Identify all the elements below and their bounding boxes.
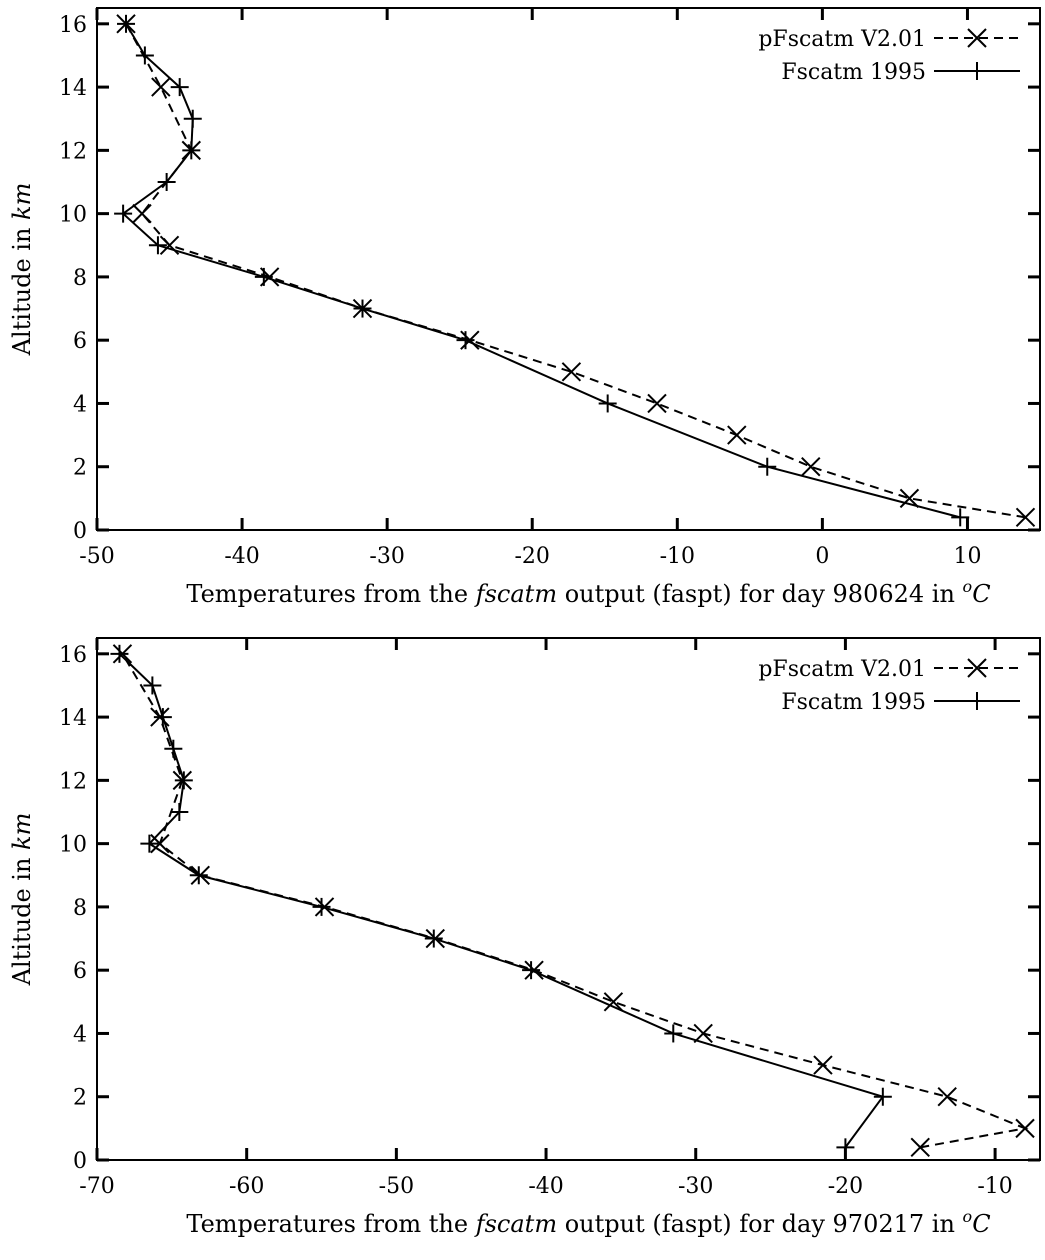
chart0-series-pfscatm-line [125, 23, 1026, 519]
chart0-ytick-label: 0 [73, 519, 87, 544]
chart0-fscatm-point [758, 457, 777, 476]
chart1-xtick-label: -30 [678, 1174, 713, 1199]
chart1-ytick-label: 4 [73, 1022, 87, 1047]
chart1-legend-label: pFscatm V2.01 [758, 657, 926, 682]
chart0-fscatm-point [148, 236, 167, 255]
chart1-fscatm-point [164, 739, 183, 758]
chart0-fscatm-point [157, 173, 176, 191]
chart0-pfscatm-point [801, 457, 821, 477]
chart1-pfscatm-point [813, 1055, 833, 1075]
chart0-ytick-label: 2 [73, 456, 87, 481]
chart0-fscatm-point [114, 204, 133, 223]
chart1-fscatm-point [424, 929, 443, 948]
chart0-legend-label: Fscatm 1995 [781, 60, 926, 85]
chart1-fscatm-point [312, 897, 331, 916]
chart1-ytick-label: 2 [73, 1086, 87, 1111]
chart1-ytick-label: 6 [73, 959, 87, 984]
chart0-xaxis-label: Temperatures from the fscatm output (fas… [186, 577, 990, 608]
chart0-pfscatm-point [1015, 507, 1036, 528]
chart0-legend-label: pFscatm V2.01 [758, 27, 926, 52]
chart0-xtick-label: -40 [224, 544, 259, 569]
chart1-ytick-label: 12 [59, 769, 87, 794]
chart0-fscatm-point [598, 394, 617, 413]
chart0-ytick-label: 12 [59, 139, 87, 164]
chart0-ytick-label: 14 [59, 76, 87, 101]
chart1-ytick-label: 8 [73, 896, 87, 921]
chart0-ytick-label: 8 [73, 266, 87, 291]
chart0-fscatm-point [117, 14, 136, 33]
chart1-xtick-label: -60 [229, 1174, 264, 1199]
chart1-pfscatm-point [937, 1087, 957, 1107]
chart1-legend-marker [968, 692, 986, 710]
chart0-fscatm-point [170, 78, 189, 97]
chart0-pfscatm-point [132, 203, 152, 224]
chart0-yaxis-label: Altitude in km [8, 183, 36, 357]
chart1-series-fscatm-line [118, 653, 885, 1148]
chart0-series-fscatm-line [121, 23, 961, 519]
chart1-fscatm-point [836, 1138, 855, 1157]
chart1-legend-label: Fscatm 1995 [781, 690, 926, 715]
chart0-pfscatm-point [151, 77, 171, 97]
chart1-pfscatm-point [910, 1137, 930, 1158]
chart1-pfscatm-point [1015, 1118, 1035, 1139]
chart1-fscatm-point [143, 676, 162, 695]
chart1-ytick-label: 16 [59, 643, 87, 668]
chart1-ytick-label: 14 [59, 706, 87, 731]
chart0-fscatm-point [183, 109, 202, 128]
chart1-ytick-label: 10 [59, 833, 87, 858]
chart0-ytick-label: 10 [59, 203, 87, 228]
chart0-ytick-label: 16 [59, 13, 87, 38]
chart-970217: 0 2 4 6 8 10 12 14 16 -70 -60 -50 -40 -30 -20 -10 Temper… [8, 637, 1041, 1238]
chart1-xtick-label: -10 [977, 1174, 1012, 1199]
chart-980624: 0 2 4 6 8 10 12 14 16 -50 -40 -30 -20 -10 0 10 Temperatu… [8, 7, 1041, 608]
chart1-yaxis-label: Altitude in km [8, 813, 36, 987]
chart1-fscatm-point [153, 708, 172, 727]
chart0-xtick-label: -10 [660, 544, 695, 569]
chart0-legend-marker [967, 28, 987, 48]
chart0-ytick-label: 6 [73, 329, 87, 354]
chart0-fscatm-point [353, 299, 372, 318]
chart0-ytick-label: 4 [73, 392, 87, 417]
chart0-fscatm-point [951, 508, 970, 527]
chart1-fscatm-point [170, 803, 189, 821]
chart1-fscatm-point [174, 771, 193, 790]
chart0-pfscatm-point [727, 425, 747, 445]
chart1-fscatm-point [110, 644, 129, 663]
chart0-pfscatm-point [561, 362, 582, 382]
chart1-fscatm-point [189, 866, 208, 885]
chart1-fscatm-point [873, 1087, 892, 1106]
chart0-fscatm-point [182, 141, 201, 160]
chart0-xtick-label: 10 [953, 544, 981, 569]
chart1-pfscatm-point [603, 992, 624, 1012]
chart0-xtick-label: 0 [815, 544, 829, 569]
chart1-xaxis-label: Temperatures from the fscatm output (fas… [186, 1207, 990, 1238]
chart1-legend-marker [967, 658, 987, 678]
chart1-plot-frame [96, 637, 1041, 1161]
chart1-xtick-label: -20 [828, 1174, 863, 1199]
chart0-fscatm-point [456, 331, 475, 350]
chart1-fscatm-point [522, 961, 541, 980]
chart0-legend-marker [968, 62, 986, 80]
chart1-xtick-label: -40 [528, 1174, 563, 1199]
chart1-xtick-label: -50 [379, 1174, 414, 1199]
chart0-fscatm-point [135, 46, 154, 65]
chart1-xtick-label: -70 [79, 1174, 114, 1199]
chart1-pfscatm-point [693, 1023, 713, 1044]
chart1-fscatm-point [664, 1024, 683, 1043]
chart0-pfscatm-point [647, 393, 667, 414]
chart1-fscatm-point [140, 834, 159, 853]
chart1-series-pfscatm-line [121, 653, 1029, 1149]
chart0-xtick-label: -50 [79, 544, 114, 569]
chart0-fscatm-point [254, 267, 273, 286]
chart0-pfscatm-point [899, 488, 920, 509]
chart0-xtick-label: -30 [369, 544, 404, 569]
chart1-ytick-label: 0 [73, 1149, 87, 1174]
chart0-plot-frame [96, 7, 1041, 531]
chart0-xtick-label: -20 [515, 544, 550, 569]
